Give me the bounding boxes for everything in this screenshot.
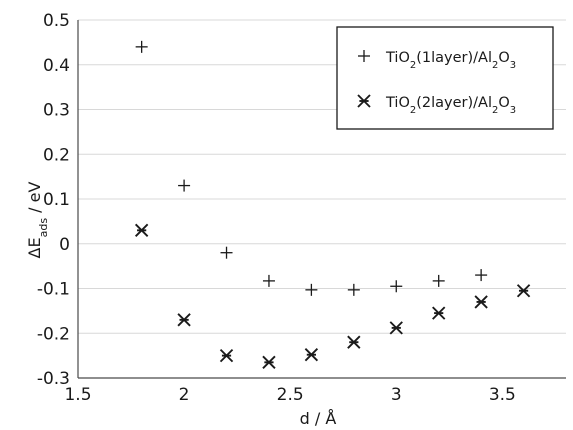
data-point: [347, 335, 361, 349]
data-points: [134, 40, 531, 370]
data-point: [390, 280, 403, 293]
legend-marker-2: [357, 94, 371, 108]
x-tick-label: 3: [391, 385, 402, 405]
x-tick-label: 2: [179, 385, 190, 405]
y-tick-label: -0.3: [37, 369, 70, 389]
data-point: [432, 306, 446, 320]
data-point: [474, 295, 488, 309]
data-point: [432, 274, 445, 287]
data-point: [262, 355, 276, 370]
y-tick-label: 0: [59, 235, 70, 255]
y-tick-label: 0.3: [43, 101, 70, 121]
data-point: [135, 40, 148, 53]
y-tick-labels: 0.5 0.4 0.3 0.2 0.1 0 -0.1 -0.2 -0.3: [37, 11, 70, 389]
data-point: [219, 348, 234, 363]
y-tick-label: -0.1: [37, 280, 70, 300]
series-2: [134, 223, 531, 370]
x-tick-label: 2.5: [277, 385, 304, 405]
data-point: [178, 179, 191, 192]
y-tick-label: 0.1: [43, 190, 70, 210]
y-tick-label: -0.2: [37, 324, 70, 344]
data-point: [389, 321, 403, 335]
axes: [77, 20, 566, 379]
data-point: [516, 284, 531, 298]
series-1: [135, 40, 488, 296]
legend-marker-1: [358, 50, 370, 62]
data-point: [134, 223, 149, 237]
data-point: [475, 269, 488, 282]
y-tick-label: 0.4: [43, 56, 70, 76]
y-axis-label: ΔEads / eV: [25, 182, 50, 259]
data-point: [347, 283, 360, 296]
data-point: [305, 283, 318, 296]
data-point: [220, 246, 233, 259]
legend-label-2: TiO2(2layer)/Al2O3: [385, 95, 516, 116]
data-point: [177, 313, 191, 327]
x-axis-label: d / Å: [300, 409, 337, 428]
legend-box: [336, 26, 554, 130]
x-tick-label: 3.5: [489, 385, 516, 405]
y-tick-label: 0.2: [43, 145, 70, 165]
grid: [78, 19, 566, 334]
data-point: [304, 348, 319, 362]
y-tick-label: 0.5: [43, 11, 70, 31]
legend-label-1: TiO2(1layer)/Al2O3: [385, 50, 516, 71]
x-tick-labels: 1.5 2 2.5 3 3.5: [64, 385, 515, 405]
x-tick-label: 1.5: [64, 385, 91, 405]
data-point: [262, 274, 275, 287]
legend: TiO2(1layer)/Al2O3 TiO2(2layer)/Al2O3: [336, 26, 554, 130]
